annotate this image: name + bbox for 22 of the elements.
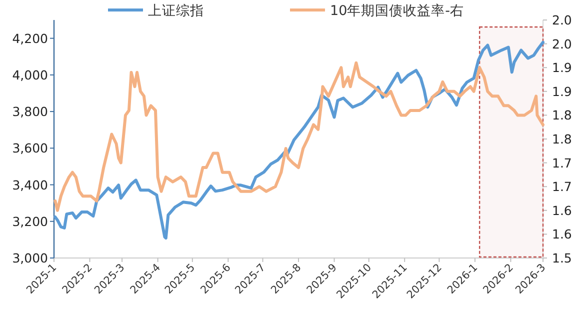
y2-tick-label: 1.6 <box>552 202 572 218</box>
y2-tick-label: 1.7 <box>552 179 572 194</box>
legend-label: 上证综指 <box>148 3 204 19</box>
y-tick-label: 4,000 <box>12 67 48 82</box>
y-tick-label: 3,400 <box>12 177 48 192</box>
y-tick-label: 3,600 <box>12 140 48 156</box>
y2-tick-label: 1.9 <box>552 84 572 99</box>
y2-tick-label: 1.5 <box>552 250 572 266</box>
line-series <box>54 61 544 212</box>
y2-tick-label: 1.9 <box>552 60 572 76</box>
y2-tick-label: 1.7 <box>552 155 572 170</box>
y2-tick-label: 1.6 <box>552 226 572 242</box>
y-tick-label: 3,800 <box>12 104 48 120</box>
y-tick-label: 4,200 <box>12 30 48 46</box>
line-series <box>54 40 544 240</box>
legend-label: 10年期国债收益率-右 <box>330 3 464 19</box>
y-tick-label: 3,000 <box>12 250 48 266</box>
y2-tick-label: 1.8 <box>552 108 572 123</box>
y2-tick-label: 2.0 <box>552 12 572 28</box>
y2-tick-label: 1.8 <box>552 132 572 146</box>
y2-tick-label: 2.0 <box>552 36 572 52</box>
y-tick-label: 3,200 <box>12 214 48 229</box>
